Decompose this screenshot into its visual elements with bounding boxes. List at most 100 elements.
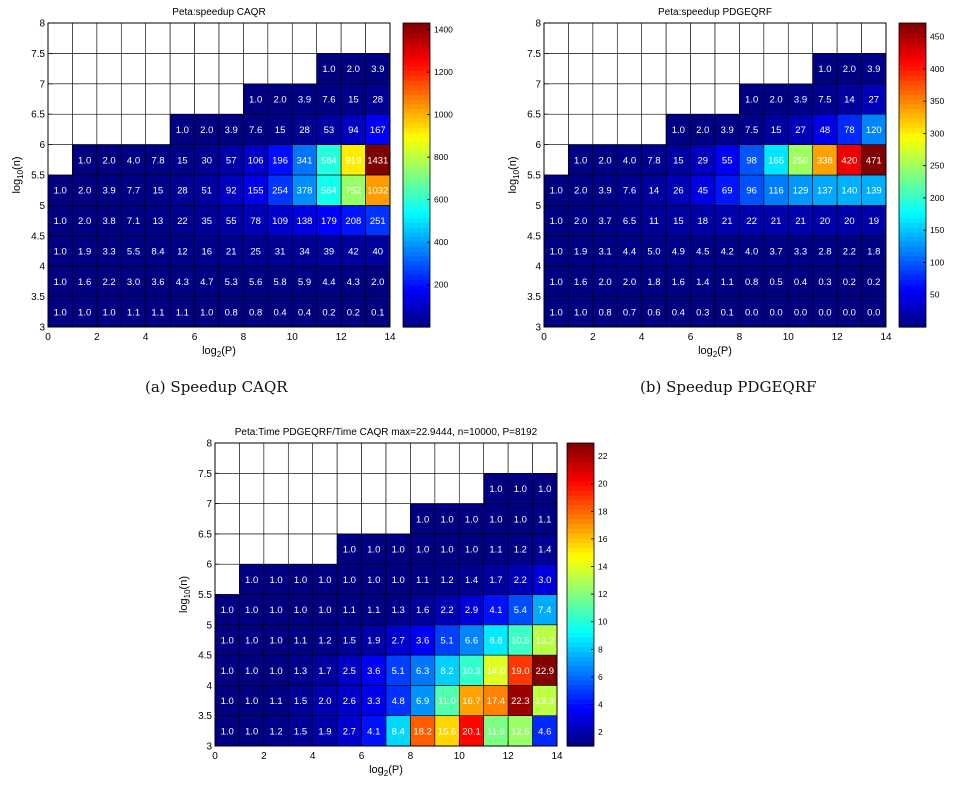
empty-cell	[714, 22, 740, 54]
heatmap-cell	[592, 296, 618, 328]
empty-cell	[316, 22, 342, 54]
heatmap-cell	[239, 563, 265, 595]
heatmap-cell	[410, 685, 436, 717]
colorbar-step	[567, 736, 594, 742]
colorbar-step	[899, 208, 926, 214]
y-tick-label: 7	[535, 79, 541, 90]
heatmap-cell	[291, 235, 318, 267]
cell-value-label: 1.0	[54, 307, 67, 318]
colorbar-step	[403, 236, 430, 243]
cell-value-label: 4.9	[672, 247, 685, 258]
cell-value-label: 12.5	[511, 726, 530, 737]
cell-value-label: 1.2	[514, 545, 527, 556]
cell-value-label: 2.2	[514, 575, 527, 586]
heatmap-cell	[120, 144, 147, 176]
cell-value-label: 140	[841, 186, 857, 197]
heatmap-cell	[861, 265, 887, 297]
colorbar-tick-label: 200	[930, 193, 944, 203]
colorbar-tick-label: 8	[598, 644, 603, 654]
cell-value-label: 3.3	[102, 247, 115, 258]
heatmap-cell	[385, 563, 411, 595]
cell-value-label: 14	[649, 186, 660, 197]
colorbar-step	[567, 656, 594, 662]
heatmap-cell	[145, 144, 171, 176]
cell-value-label: 6.3	[416, 666, 429, 677]
colorbar-tick-label: 20	[598, 479, 608, 489]
cell-value-label: 15	[673, 155, 684, 166]
empty-cell	[194, 22, 220, 54]
cell-value-label: 21	[771, 216, 782, 227]
colorbar-step	[899, 284, 926, 290]
cell-value-label: 2.7	[343, 726, 356, 737]
cell-value-label: 3.0	[538, 575, 551, 586]
empty-cell	[787, 22, 814, 54]
colorbar-step	[567, 618, 594, 624]
cell-value-label: 1.0	[245, 575, 258, 586]
empty-cell	[267, 22, 293, 54]
x-tick-label: 0	[45, 332, 51, 343]
cell-value-label: 1.0	[550, 247, 563, 258]
cell-value-label: 2.0	[574, 186, 587, 197]
empty-cell	[665, 22, 691, 54]
empty-cell	[483, 442, 509, 474]
cell-value-label: 20.1	[462, 726, 481, 737]
heatmap-cell	[458, 533, 485, 565]
heatmap-cell	[507, 533, 533, 565]
empty-cell	[592, 53, 618, 85]
colorbar-step	[403, 284, 430, 290]
cell-value-label: 1.0	[550, 277, 563, 288]
cell-value-label: 1.0	[489, 514, 502, 525]
cell-value-label: 1.2	[269, 726, 282, 737]
heatmap-cell	[714, 265, 740, 297]
cell-value-label: 6.9	[416, 696, 429, 707]
colorbar-step	[403, 246, 430, 252]
cell-value-label: 13.3	[536, 696, 555, 707]
colorbar-tick-label: 1400	[434, 25, 453, 35]
colorbar-step	[899, 293, 926, 300]
cell-value-label: 1.0	[269, 575, 282, 586]
cell-value-label: 1.0	[550, 216, 563, 227]
cell-value-label: 1.0	[416, 514, 429, 525]
y-tick-label: 4	[39, 262, 45, 273]
cell-value-label: 92	[226, 186, 237, 197]
cell-value-label: 1.1	[127, 307, 140, 318]
cell-value-label: 1.0	[221, 726, 234, 737]
cell-value-label: 5.4	[514, 605, 527, 616]
heatmap-cell	[340, 83, 366, 115]
cell-value-label: 1.5	[294, 696, 307, 707]
heatmap-cell	[812, 144, 838, 176]
colorbar-step	[403, 61, 430, 67]
colorbar-step	[403, 113, 430, 119]
empty-cell	[169, 22, 195, 54]
colorbar-tick-label: 600	[434, 195, 448, 205]
cell-value-label: 0.8	[598, 307, 611, 318]
empty-cell	[214, 503, 240, 535]
colorbar-step	[403, 213, 430, 219]
colorbar-step	[567, 528, 594, 534]
cell-value-label: 39	[324, 247, 335, 258]
colorbar-tick-label: 22	[598, 451, 608, 461]
empty-cell	[96, 113, 122, 145]
colorbar-step	[567, 660, 594, 667]
cell-value-label: 5.6	[249, 277, 262, 288]
cell-value-label: 25	[250, 247, 261, 258]
cell-value-label: 0.0	[818, 307, 831, 318]
heatmap-cell	[312, 654, 338, 686]
colorbar-tick-label: 6	[598, 672, 603, 682]
heatmap-cell	[194, 144, 220, 176]
cell-value-label: 7.5	[745, 125, 758, 136]
empty-cell	[239, 503, 265, 535]
colorbar-step	[567, 537, 594, 544]
colorbar-step	[899, 122, 926, 129]
colorbar-step	[403, 298, 430, 304]
colorbar-step	[567, 651, 594, 657]
cell-value-label: 22.3	[511, 696, 530, 707]
colorbar-step	[899, 175, 926, 181]
heatmap-cell	[739, 83, 765, 115]
colorbar-step	[899, 227, 926, 233]
cell-value-label: 420	[841, 155, 857, 166]
cell-value-label: 21	[722, 216, 733, 227]
colorbar-step	[899, 146, 926, 152]
cell-value-label: 3.3	[794, 247, 807, 258]
cell-value-label: 11	[649, 216, 659, 227]
